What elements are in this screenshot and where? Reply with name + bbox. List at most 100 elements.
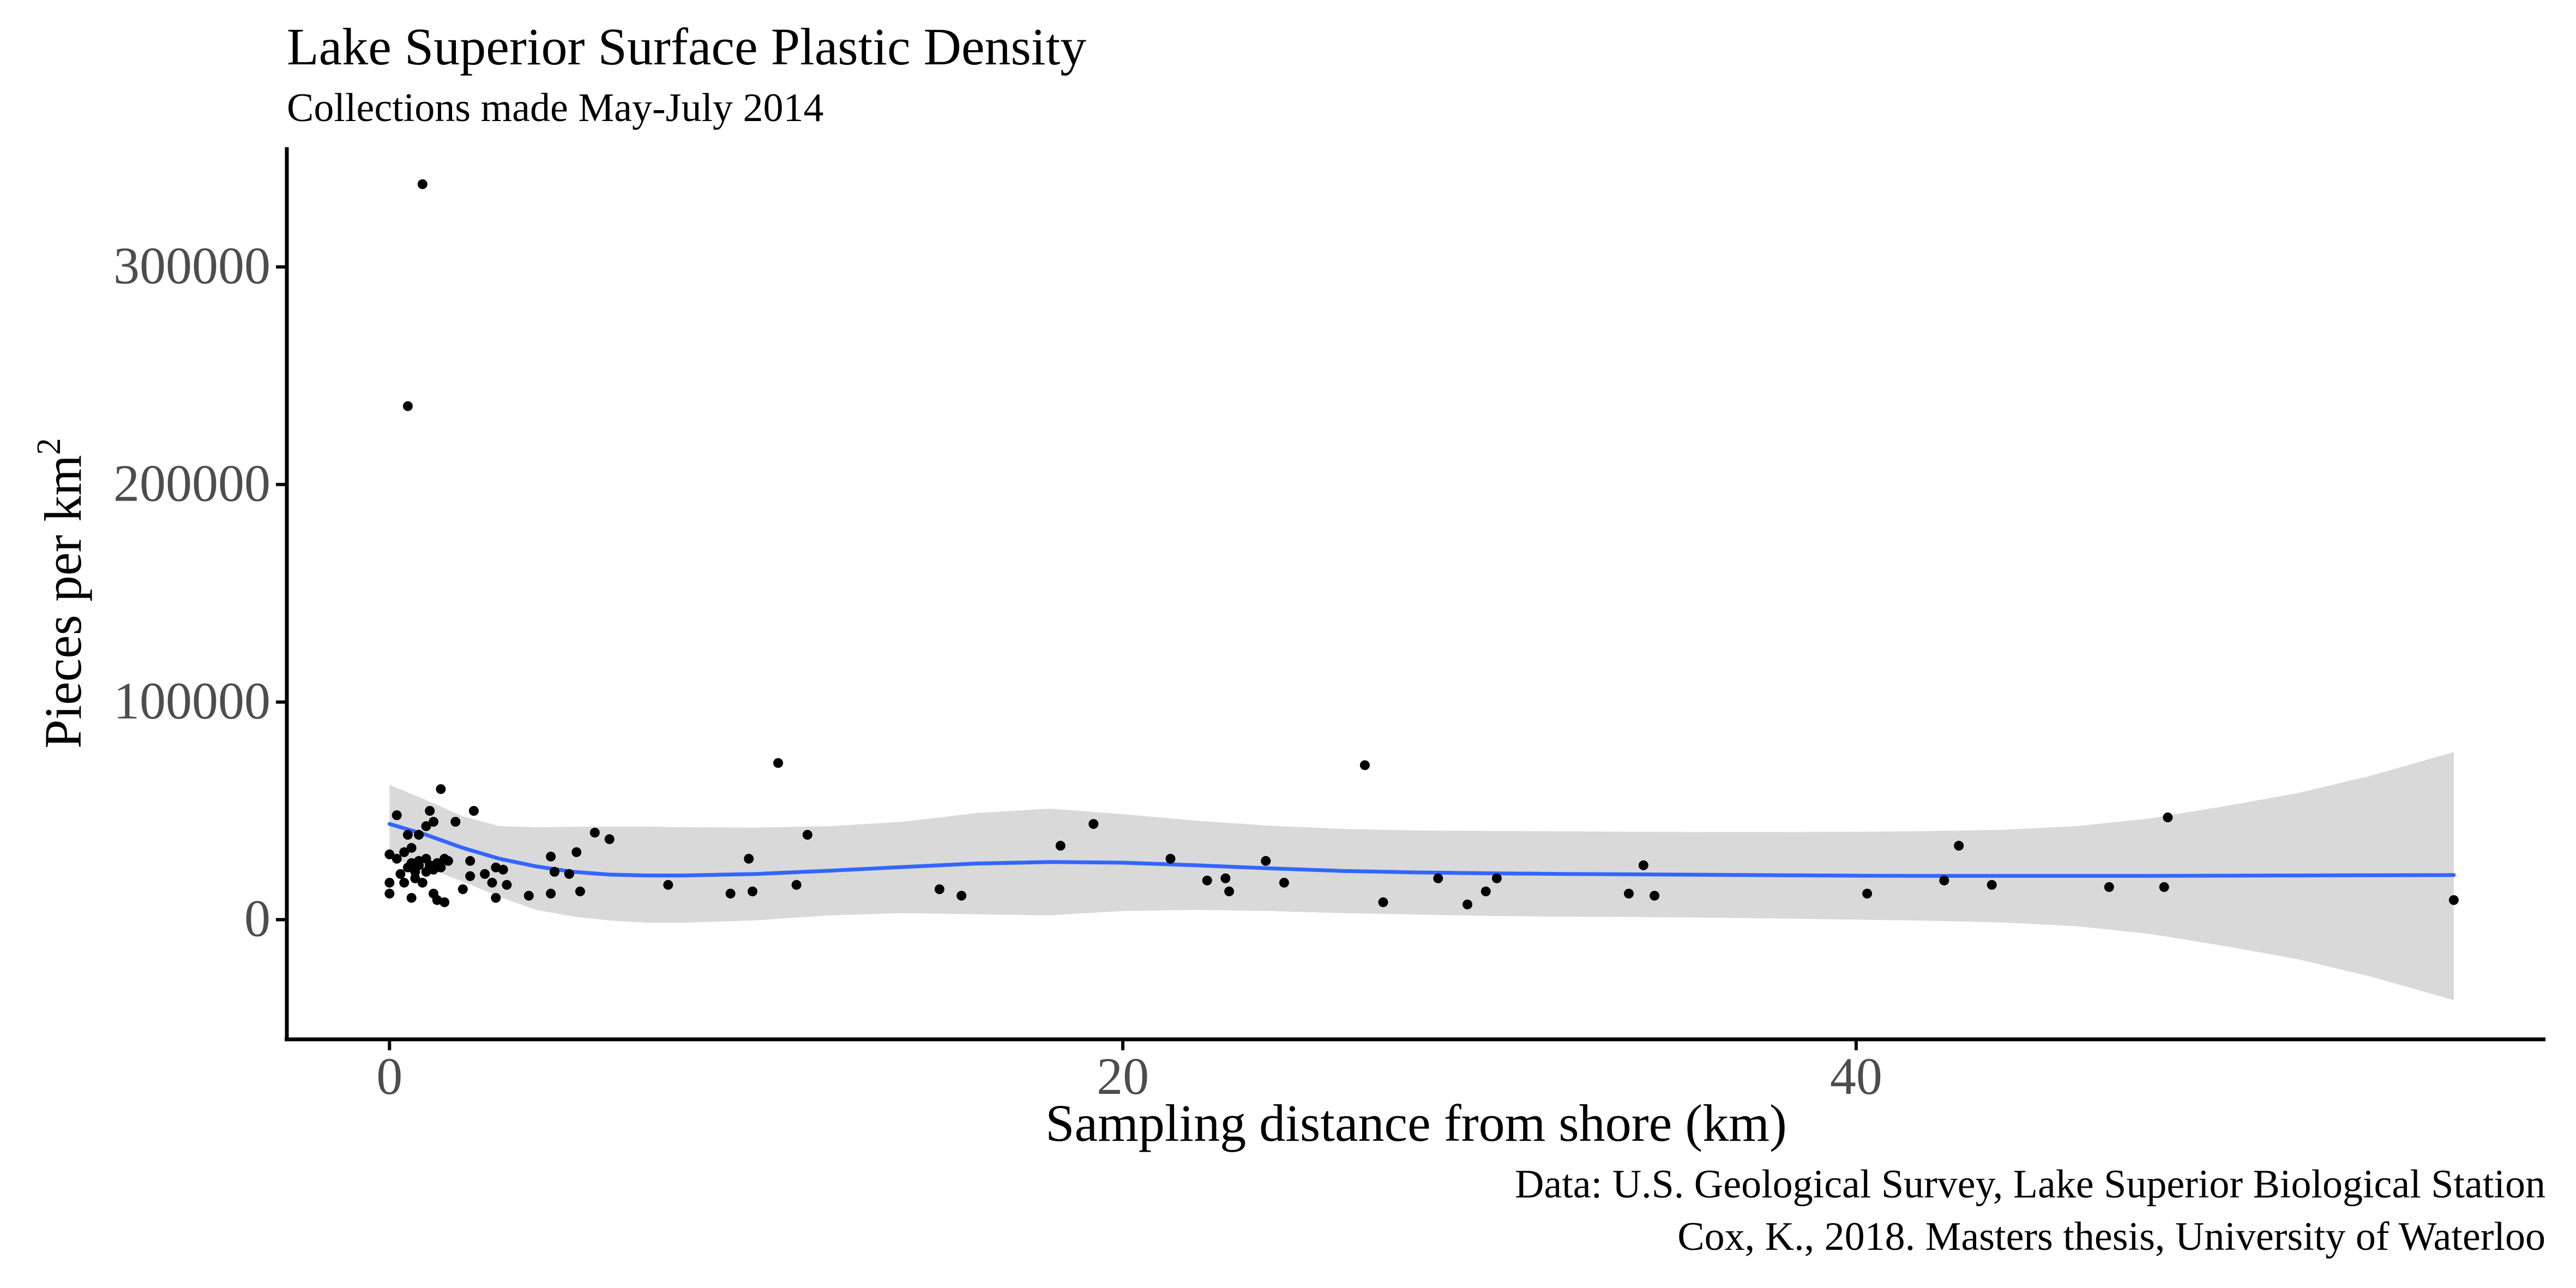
data-point — [443, 856, 453, 866]
data-point — [956, 890, 967, 901]
data-point — [410, 873, 420, 883]
data-point — [414, 829, 424, 840]
y-axis-label-text: Pieces per km — [34, 455, 92, 749]
y-tick-label: 200000 — [113, 454, 270, 512]
data-point — [436, 862, 446, 872]
y-axis-label-superscript: 2 — [31, 438, 68, 455]
data-point — [384, 877, 395, 888]
data-point — [399, 877, 410, 888]
data-point — [417, 179, 428, 189]
data-point — [744, 853, 754, 864]
data-point — [748, 886, 757, 896]
data-point — [392, 810, 402, 820]
x-tick-label: 0 — [376, 1047, 402, 1105]
data-point — [402, 829, 413, 840]
data-point — [523, 890, 534, 901]
data-point — [465, 871, 476, 881]
data-point — [571, 847, 582, 857]
data-point — [1202, 875, 1212, 886]
data-point — [1939, 875, 1949, 886]
y-axis-ticks: 0 100000 200000 300000 — [113, 236, 287, 948]
confidence-band — [389, 752, 2454, 1001]
data-point — [502, 880, 512, 890]
data-point — [1378, 897, 1388, 907]
data-point — [487, 877, 497, 888]
data-point — [480, 869, 490, 879]
data-point — [791, 880, 802, 890]
data-point — [1279, 877, 1289, 888]
data-point — [491, 893, 501, 903]
data-point — [392, 853, 402, 864]
data-point — [802, 829, 812, 840]
data-point — [1954, 840, 1964, 851]
data-point — [1433, 873, 1443, 883]
data-point — [440, 897, 450, 907]
data-point — [417, 877, 428, 888]
data-point — [406, 842, 417, 853]
data-point — [468, 806, 479, 816]
data-point — [663, 880, 673, 890]
data-point — [384, 849, 395, 859]
caption-line-2: Cox, K., 2018. Masters thesis, Universit… — [1677, 1214, 2545, 1259]
data-point — [1638, 860, 1648, 870]
smooth-trend-line — [387, 822, 2456, 878]
data-point — [1491, 873, 1502, 883]
data-point — [402, 401, 413, 411]
data-point — [564, 869, 574, 879]
data-point — [399, 847, 410, 857]
x-axis-label: Sampling distance from shore (km) — [1045, 1094, 1787, 1152]
data-point — [436, 784, 446, 795]
data-point — [384, 888, 395, 899]
data-point — [1261, 856, 1271, 866]
chart-title: Lake Superior Surface Plastic Density — [287, 17, 1086, 76]
data-point — [1862, 888, 1873, 899]
data-point — [773, 758, 783, 768]
data-point — [2163, 812, 2173, 822]
data-point — [549, 866, 559, 877]
data-point — [1165, 853, 1176, 864]
data-point — [421, 821, 431, 831]
confidence-band-layer — [389, 752, 2454, 1001]
smooth-line-layer — [387, 822, 2456, 878]
data-point — [1462, 899, 1473, 910]
chart-subtitle: Collections made May-July 2014 — [287, 86, 823, 130]
data-point — [1987, 880, 1997, 890]
y-tick-label: 0 — [244, 889, 270, 948]
data-point — [1650, 890, 1660, 901]
data-point — [1224, 886, 1235, 896]
data-point — [498, 864, 508, 875]
data-point — [1624, 888, 1634, 899]
data-point — [406, 893, 417, 903]
data-point — [546, 851, 556, 862]
data-point — [406, 858, 417, 868]
data-point — [589, 827, 600, 838]
data-point — [934, 884, 944, 894]
data-point — [458, 884, 468, 894]
data-point — [450, 817, 461, 827]
data-point — [2104, 882, 2114, 892]
data-point — [429, 817, 438, 827]
x-tick-label: 40 — [1830, 1047, 1882, 1105]
data-point — [465, 856, 476, 866]
data-point — [2159, 882, 2169, 892]
data-point — [1480, 886, 1491, 896]
x-axis-ticks: 0 20 40 — [376, 1039, 1882, 1105]
y-axis-label: Pieces per km2 — [31, 438, 92, 749]
data-point — [2448, 895, 2459, 905]
data-point — [425, 806, 435, 816]
data-point — [575, 886, 585, 896]
y-tick-label: 100000 — [113, 672, 270, 730]
data-point — [1055, 840, 1066, 851]
data-point — [725, 888, 736, 899]
data-point — [1359, 760, 1370, 771]
data-points-layer — [384, 179, 2459, 910]
data-point — [395, 869, 406, 879]
data-point — [1220, 873, 1231, 883]
data-point — [546, 888, 556, 899]
y-tick-label: 300000 — [113, 236, 270, 294]
x-tick-label: 20 — [1097, 1047, 1149, 1105]
caption-line-1: Data: U.S. Geological Survey, Lake Super… — [1515, 1162, 2545, 1207]
data-point — [604, 834, 615, 844]
